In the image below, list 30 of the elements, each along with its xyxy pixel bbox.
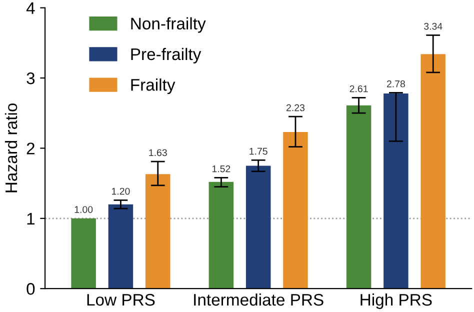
data-label: 1.20: [112, 188, 130, 195]
data-label: 2.78: [386, 80, 405, 88]
data-label: 1.52: [212, 165, 230, 172]
y-tick-label: 3: [26, 72, 35, 84]
bar: [145, 174, 170, 289]
x-tick-label: Low PRS: [87, 294, 155, 306]
bar: [246, 166, 271, 289]
bar: [283, 132, 308, 289]
legend-label: Pre-frailty: [131, 48, 202, 64]
legend-label: Frailty: [131, 78, 176, 94]
x-tick-label: Intermediate PRS: [194, 293, 324, 306]
y-axis-title: Hazard ratio: [4, 104, 18, 192]
data-label: 1.63: [149, 149, 167, 156]
data-label: 3.34: [424, 22, 442, 30]
y-tick-label: 0: [26, 283, 35, 295]
y-tick-label: 2: [26, 142, 34, 154]
bar: [71, 218, 96, 289]
data-label: 1.00: [74, 206, 93, 213]
data-label: 2.23: [286, 104, 305, 112]
bar: [346, 105, 372, 289]
bar: [420, 54, 446, 289]
x-tick-label: High PRS: [360, 293, 432, 309]
y-tick-label: 1: [27, 212, 34, 224]
legend-label: Non-frailty: [131, 17, 206, 33]
data-label: 1.75: [250, 148, 268, 155]
y-tick-label: 4: [26, 2, 35, 14]
bar: [208, 182, 234, 289]
data-label: 2.61: [350, 85, 368, 92]
bar: [108, 204, 134, 289]
bar: [384, 93, 408, 289]
